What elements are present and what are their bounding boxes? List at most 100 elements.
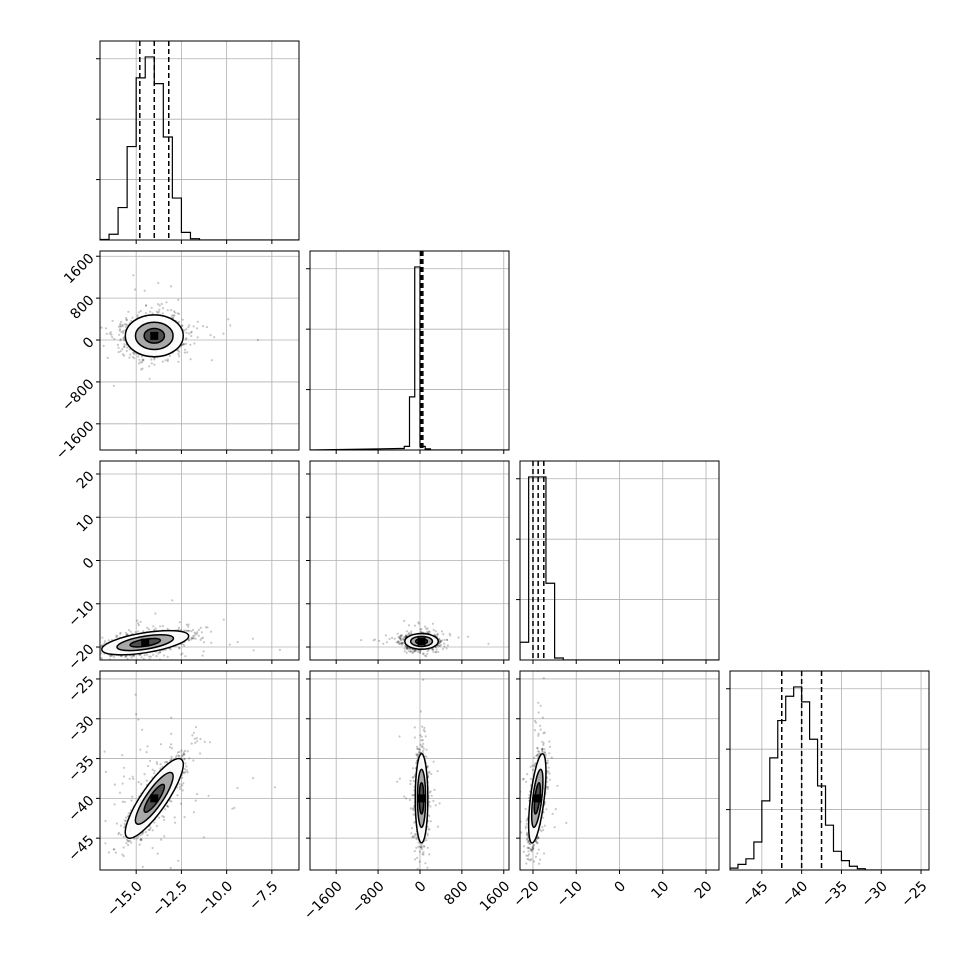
scatter-point [120,320,123,324]
scatter-point [413,736,416,739]
scatter-point [142,657,145,660]
scatter-point [210,359,213,362]
scatter-point [104,819,107,823]
scatter-point [145,304,148,307]
scatter-point [487,642,490,645]
scatter-point [122,331,125,334]
scatter-point [104,770,107,774]
scatter-point [200,637,203,640]
scatter-point [410,630,413,633]
scatter-point [119,833,123,836]
scatter-point [178,755,181,758]
scatter-point [166,359,169,363]
panel-frame [99,250,300,451]
scatter-point [140,837,143,841]
scatter-point [153,628,156,631]
scatter-point [144,830,148,834]
scatter-point [130,656,133,659]
scatter-point [236,640,239,644]
scatter-point [443,642,446,645]
scatter-point [414,832,417,836]
ytick-label-2-2: 0 [80,555,98,573]
scatter-point [142,871,144,873]
scatter-point [398,642,401,646]
scatter-point [149,655,152,658]
density-peak [150,331,159,340]
scatter-point [100,657,104,660]
scatter-point [169,799,172,803]
scatter-point [118,333,121,336]
scatter-point [176,312,179,315]
scatter-point [152,625,155,628]
scatter-point [170,755,173,758]
scatter-point [201,654,204,657]
scatter-point [130,841,133,844]
scatter-point [113,337,116,340]
scatter-point [177,646,181,649]
scatter-point [65,833,67,835]
scatter-point [196,740,199,743]
scatter-point [149,759,152,763]
scatter-point [176,906,178,908]
scatter-point [200,631,203,634]
scatter-point [399,637,402,640]
scatter-point [167,805,170,808]
scatter-point [119,338,122,341]
scatter-point [185,769,189,772]
scatter-point [118,328,122,331]
scatter-point [121,800,124,803]
scatter-point [424,625,427,628]
scatter-point [185,623,188,627]
scatter-point [192,325,195,328]
scatter-point [125,316,128,320]
scatter-point [181,754,184,758]
scatter-point [162,815,165,819]
scatter-point [142,359,145,362]
scatter-point [192,731,195,734]
ytick-label-2-4: 20 [74,468,98,492]
scatter-point [103,642,106,645]
scatter-point [158,308,161,311]
scatter-point [181,324,184,327]
scatter-point [399,634,402,638]
scatter-point [164,808,167,811]
scatter-point [439,644,442,648]
scatter-point [403,635,406,639]
scatter-point [113,803,116,806]
scatter-point [166,358,169,361]
scatter-point [193,634,196,637]
scatter-point [421,848,424,851]
scatter-point [82,637,84,639]
scatter-point [136,619,139,622]
scatter-point [373,638,376,641]
scatter-point [201,636,205,639]
scatter-point [122,854,125,858]
scatter-point [190,742,193,745]
scatter-point [158,304,161,307]
panel-3-1: −1600 −800 0 800 1600 [301,670,513,923]
scatter-point [102,344,105,347]
scatter-point [133,837,136,841]
scatter-point [117,351,120,354]
scatter-point [401,641,404,644]
scatter-point [154,627,157,630]
scatter-point [434,630,437,633]
scatter-point [119,632,122,636]
scatter-point [196,631,199,634]
scatter-point [187,326,190,329]
scatter-point [416,747,419,751]
scatter-point [183,757,186,760]
scatter-point [141,865,144,869]
scatter-point [419,628,422,631]
scatter-point [121,853,124,856]
ytick-label-1-0: −1600 [53,418,98,463]
scatter-point [135,713,138,716]
scatter-point [187,629,190,632]
scatter-point [378,639,381,643]
density-peak [150,794,159,803]
scatter-point [421,745,424,749]
scatter-point [178,355,181,358]
scatter-point [129,630,132,633]
scatter-point [117,325,120,328]
